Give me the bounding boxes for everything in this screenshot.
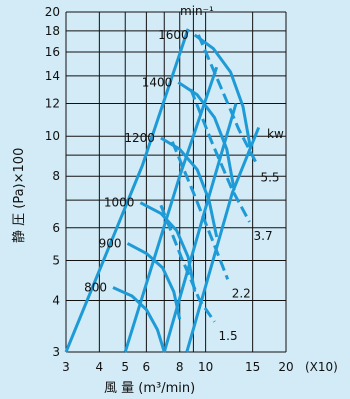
speed-label-1000: 1000 — [104, 196, 135, 210]
y-tick-label: 16 — [45, 45, 60, 59]
power-label-5.5: 5.5 — [260, 170, 279, 184]
speed-label-900: 900 — [99, 236, 122, 250]
system-curve — [185, 126, 261, 353]
speed-label-1400: 1400 — [142, 75, 173, 89]
power-label-1.5: 1.5 — [219, 329, 238, 343]
y-tick-label: 10 — [45, 129, 60, 143]
x-tick-label: 3 — [62, 360, 70, 374]
y-tick-label: 5 — [52, 253, 60, 267]
x-tick-label: 5 — [121, 360, 129, 374]
x-multiplier: (X10) — [305, 360, 338, 374]
y-tick-label: 8 — [52, 169, 60, 183]
y-tick-label: 4 — [52, 293, 60, 307]
y-axis-label: 静 圧 (Pa)×100 — [12, 148, 27, 243]
power-label-3.7: 3.7 — [254, 229, 273, 243]
x-axis-label: 風 量 (m³/min) — [104, 381, 195, 396]
y-tick-label: 20 — [45, 5, 60, 19]
system-curve — [64, 28, 190, 353]
power-line-3.7 — [189, 88, 251, 223]
speed-curve-1600 — [193, 33, 252, 148]
y-tick-label: 18 — [45, 24, 60, 38]
x-tick-label: 8 — [176, 360, 184, 374]
x-tick-label: 20 — [278, 360, 293, 374]
x-tick-label: 6 — [143, 360, 151, 374]
system-curve — [162, 103, 238, 353]
y-tick-label: 12 — [45, 97, 60, 111]
x-tick-label: 10 — [198, 360, 213, 374]
speed-curve-1000 — [139, 201, 197, 292]
curves — [64, 28, 261, 353]
speed-unit: min⁻¹ — [180, 4, 214, 18]
x-tick-label: 15 — [245, 360, 260, 374]
y-tick-label: 14 — [45, 69, 60, 83]
power-line-1.5 — [159, 204, 216, 323]
power-line-2.2 — [170, 141, 230, 280]
speed-label-800: 800 — [84, 280, 107, 294]
power-label-2.2: 2.2 — [232, 286, 251, 300]
speed-label-1200: 1200 — [124, 131, 155, 145]
x-tick-label: 4 — [96, 360, 104, 374]
y-tick-label: 3 — [52, 345, 60, 359]
speed-curve-900 — [126, 242, 182, 320]
power-unit: kw — [267, 127, 284, 141]
labels: 3 4 5 6 8 10 15 2034568101214161820800900100012… — [45, 5, 294, 374]
speed-curve-800 — [112, 286, 166, 353]
y-tick-label: 6 — [52, 221, 60, 235]
speed-label-1600: 1600 — [158, 28, 189, 42]
power-line-5.5 — [197, 34, 258, 164]
